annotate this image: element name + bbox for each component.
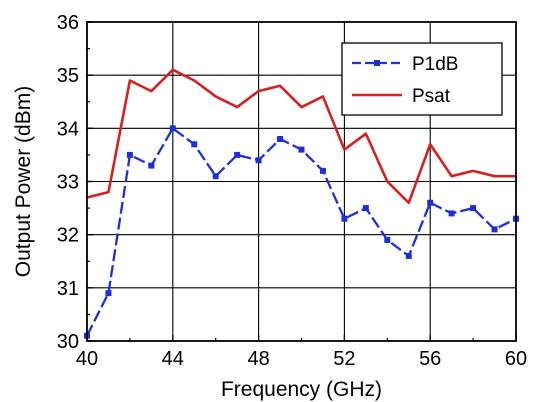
legend-label-p1db: P1dB [412,54,458,75]
data-point-p1db [448,210,455,217]
x-tick-label: 60 [505,348,527,370]
legend-box [341,42,503,116]
legend-label-psat: Psat [412,86,451,107]
y-tick-label: 35 [57,65,79,87]
y-tick-label: 33 [57,172,79,194]
data-point-p1db [298,146,305,153]
data-point-p1db [277,135,284,142]
legend-item-psat: Psat [352,86,451,107]
data-point-p1db [319,167,326,174]
x-tick-label: 52 [333,348,355,370]
x-tick-label: 40 [76,348,98,370]
x-tick-label: 48 [247,348,269,370]
data-point-p1db [470,205,477,212]
y-tick-label: 31 [57,278,79,300]
data-point-p1db [255,157,262,164]
x-tick-label: 56 [419,348,441,370]
y-tick-label: 32 [57,225,79,247]
data-point-p1db [234,151,241,158]
x-tick-label: 44 [162,348,184,370]
legend: P1dB Psat [341,42,503,116]
data-point-p1db [148,162,155,169]
data-point-p1db [191,141,198,148]
data-point-p1db [427,199,434,206]
y-tick-label: 34 [57,118,79,140]
series-layer [84,68,519,339]
data-point-p1db [405,252,412,259]
y-tick-label: 30 [57,331,79,353]
series-line-p1db [85,127,517,337]
data-point-p1db [169,125,176,132]
legend-item-p1db: P1dB [352,54,458,75]
data-point-p1db [212,173,219,180]
x-axis-label: Frequency (GHz) [221,378,382,401]
legend-marker-p1db [374,60,380,66]
data-point-p1db [491,226,498,233]
data-point-p1db [341,215,348,222]
data-point-p1db [105,290,112,297]
series-line-psat [86,68,516,205]
data-point-p1db [362,205,369,212]
y-tick-label: 36 [57,12,79,34]
data-point-p1db [126,151,133,158]
ticks: 40 44 48 52 56 60 30 31 32 33 34 35 36 [57,12,527,370]
y-axis-label: Output Power (dBm) [12,86,35,277]
data-point-p1db [384,236,391,243]
